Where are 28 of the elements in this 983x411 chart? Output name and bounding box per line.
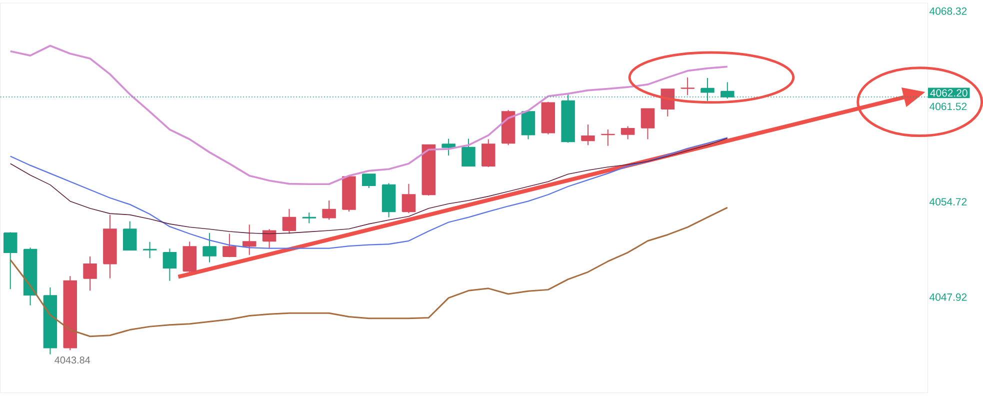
y-tick-label: 4068.32 — [930, 8, 967, 15]
candlestick — [462, 138, 476, 167]
candlestick — [620, 126, 635, 140]
candlestick — [640, 108, 655, 140]
candlestick — [282, 208, 296, 234]
candlestick — [442, 138, 456, 156]
candlestick — [402, 183, 416, 214]
candlestick — [521, 110, 536, 140]
candlestick — [202, 232, 216, 263]
y-tick-label: 4054.72 — [930, 198, 967, 206]
candlestick — [322, 200, 336, 220]
y-tick-label: 4047.92 — [930, 294, 967, 301]
candlestick — [581, 124, 595, 146]
candlestick — [362, 174, 376, 189]
candlestick — [680, 77, 694, 96]
candlestick — [482, 138, 496, 168]
candlestick — [242, 224, 256, 256]
y-tick-label: 4061.52 — [930, 102, 967, 110]
candlestick — [302, 212, 316, 224]
ref-line-label: 4062.20 — [930, 89, 968, 97]
candlestick — [122, 220, 137, 251]
candlestick — [3, 232, 18, 290]
line-series — [9, 44, 728, 186]
candlestick — [162, 248, 177, 282]
annotation: 4043.84 — [54, 356, 90, 364]
candlestick — [222, 233, 236, 258]
candlestick — [142, 242, 157, 259]
candlestick — [83, 256, 97, 292]
